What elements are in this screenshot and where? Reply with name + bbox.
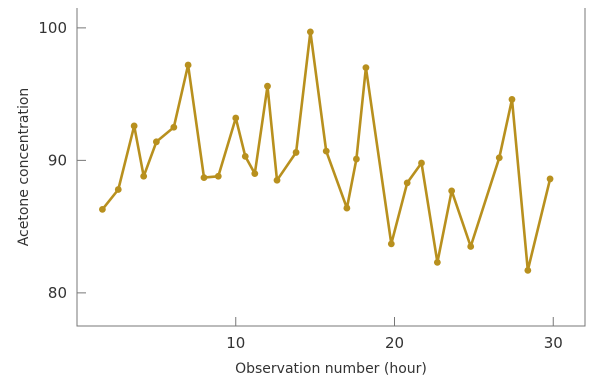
data-point: [448, 187, 456, 195]
data-point: [343, 204, 351, 212]
plot-frame: [76, 8, 586, 327]
y-tick-label: 90: [48, 151, 67, 169]
data-point: [232, 114, 240, 122]
series-line: [101, 30, 552, 272]
data-points: [99, 28, 554, 274]
x-axis-title: Observation number (hour): [235, 361, 427, 377]
x-tick-label: 30: [544, 334, 563, 352]
data-point: [353, 155, 360, 163]
data-point: [387, 240, 395, 248]
data-point: [322, 147, 330, 155]
data-point: [99, 206, 106, 213]
data-point: [433, 259, 441, 266]
data-point: [546, 175, 554, 183]
data-point: [362, 64, 370, 72]
tick-labels: 80 90 100 10 20 30: [38, 19, 562, 352]
data-point: [306, 28, 314, 36]
data-point: [152, 138, 160, 146]
data-point: [184, 61, 192, 69]
data-point: [264, 82, 271, 90]
axes: [76, 8, 586, 327]
data-point: [495, 154, 503, 162]
x-tick-label: 10: [226, 334, 245, 352]
y-axis-title: Acetone concentration: [16, 88, 32, 247]
data-point: [508, 96, 516, 103]
data-point: [114, 186, 122, 193]
data-point: [140, 172, 148, 180]
data-point: [170, 123, 178, 131]
data-point: [200, 174, 208, 182]
y-tick-label: 100: [38, 19, 67, 37]
tick-marks: [77, 27, 554, 326]
data-point: [241, 153, 249, 160]
x-tick-label: 20: [385, 334, 404, 352]
data-point: [292, 149, 300, 156]
y-tick-label: 80: [48, 284, 67, 302]
data-point: [418, 159, 425, 167]
data-point: [214, 172, 222, 180]
data-point: [467, 243, 475, 250]
data-point: [273, 176, 281, 184]
data-point: [524, 266, 532, 274]
series: [101, 30, 552, 272]
data-point: [251, 170, 259, 178]
data-point: [403, 179, 411, 187]
data-point: [130, 122, 138, 130]
